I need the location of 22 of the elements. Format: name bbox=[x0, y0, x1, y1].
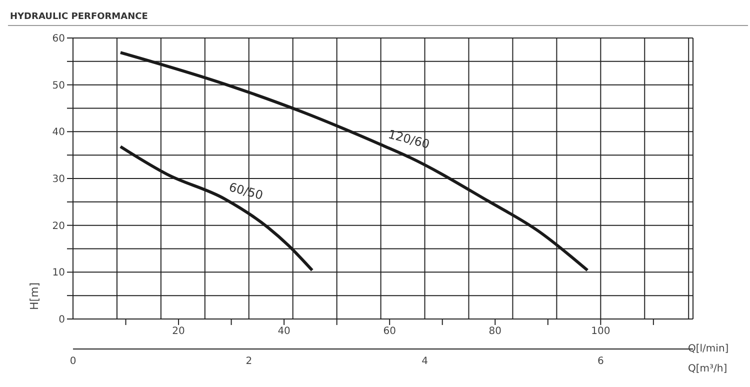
x2-tick-label: 20 bbox=[172, 326, 185, 338]
text: 120/60 bbox=[386, 127, 432, 152]
x2-axis-title: Q[l/min] bbox=[688, 344, 729, 355]
y-tick-label: 60 bbox=[52, 34, 65, 45]
y-axis-title: H[m] bbox=[28, 282, 41, 310]
x2-tick-label: 60 bbox=[383, 326, 396, 338]
x2-tick-label: 80 bbox=[488, 326, 502, 338]
chart-title: HYDRAULIC PERFORMANCE bbox=[8, 8, 748, 26]
y-tick-label: 0 bbox=[58, 314, 65, 326]
y-tick-label: 50 bbox=[52, 80, 65, 92]
x-tick-label: 4 bbox=[422, 356, 428, 368]
x-tick-label: 2 bbox=[246, 356, 252, 368]
y-tick-label: 30 bbox=[52, 174, 65, 186]
x2-tick-label: 40 bbox=[278, 326, 290, 338]
y-tick-label: 10 bbox=[52, 268, 65, 279]
x-axis-title: Q[m³/h] bbox=[688, 364, 728, 375]
x-tick-label: 0 bbox=[70, 356, 76, 368]
x2-tick-label: 100 bbox=[591, 326, 610, 338]
y-tick-label: 40 bbox=[52, 127, 65, 138]
x-tick-label: 6 bbox=[597, 356, 604, 368]
y-tick-label: 20 bbox=[52, 220, 65, 232]
text: 60/50 bbox=[227, 180, 265, 202]
